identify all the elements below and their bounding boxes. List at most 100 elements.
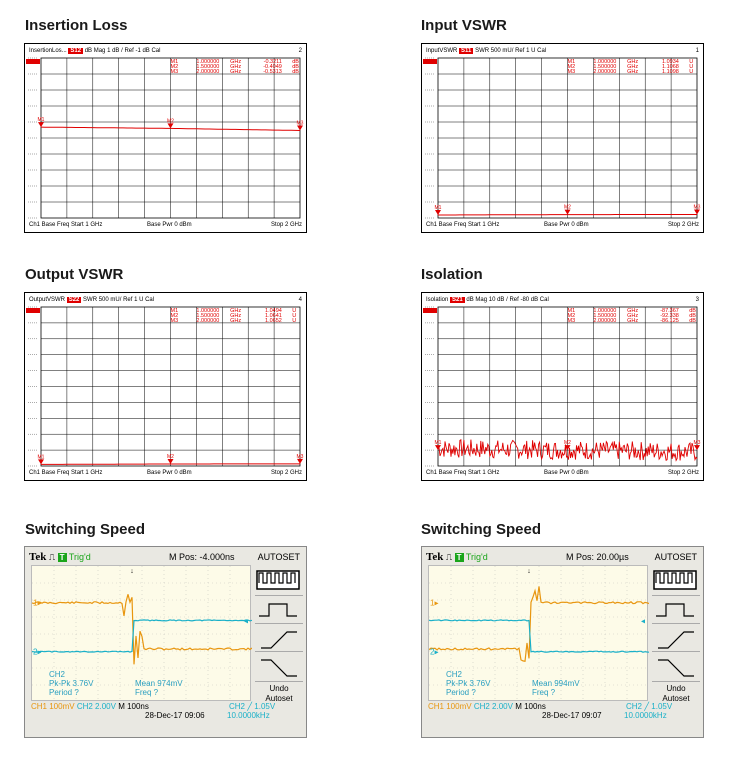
multi-cycle-button[interactable] [255, 567, 303, 595]
rising-edge-icon-path [261, 631, 297, 649]
marker-triangle [297, 125, 303, 131]
marker-triangle [38, 122, 44, 128]
ref-label: Ref 1 U [123, 297, 144, 303]
marker-freq: 1.500000 [593, 64, 616, 70]
marker-value-unit: U [292, 308, 296, 314]
ch1-marker: 1▸ [430, 599, 438, 608]
trigger-position-marker: ↓ [130, 568, 134, 575]
falling-edge-button[interactable] [652, 651, 700, 679]
marker-tag: M3 [297, 454, 304, 460]
marker-id: M3 [568, 318, 576, 324]
trigger-status: Trig'd [465, 552, 488, 562]
format-label: SWR [83, 297, 98, 303]
multi-cycle-icon-path [655, 572, 693, 584]
trigger-level: CH2 ╱ 1.05V [229, 702, 276, 711]
bottom-status-line-1: CH1 100mV CH2 2.00V M 100ns CH2 ╱ 1.05V [31, 702, 275, 711]
measurement-left: CH2 Pk-Pk 3.76V Period ? [446, 670, 490, 697]
undo-autoset-button[interactable]: Undo Autoset [255, 681, 303, 709]
measurement-right: Mean 994mV Freq ? [532, 679, 580, 697]
marker-triangle [167, 458, 174, 464]
marker-triangle [38, 459, 44, 465]
scale-label: 10 dB / [488, 297, 508, 303]
trigger-level-marker: ◂ [244, 616, 248, 625]
single-cycle-button[interactable] [652, 595, 700, 623]
undo-autoset-label: Undo Autoset [652, 684, 700, 704]
isolation-plot: Isolation S21 dB Mag 10 dB / Ref -80 dB … [421, 292, 704, 481]
falling-edge-button[interactable] [255, 651, 303, 679]
marker-freq-unit: GHz [230, 308, 241, 314]
scope-brand: Tek [426, 551, 444, 563]
trace-line [437, 439, 698, 462]
ref-label: Ref -80 dB [509, 297, 539, 303]
ch1-scale: CH1 100mV [31, 702, 75, 711]
trigger-frequency: 10.0000kHz [624, 711, 667, 720]
single-cycle-button[interactable] [255, 595, 303, 623]
measurement-period: Period ? [446, 688, 476, 697]
single-cycle-icon [656, 603, 694, 617]
marker-value: 1.0494 [265, 308, 282, 314]
marker-value: 1.0641 [265, 313, 282, 319]
marker-freq: 2.000000 [593, 69, 616, 75]
marker-freq-unit: GHz [230, 69, 241, 75]
trace-line [41, 463, 300, 465]
ref-level-indicator [26, 59, 40, 64]
output-vswr-plot: OutputVSWR S22 SWR 500 mU/ Ref 1 U Cal 4 M… [24, 292, 307, 481]
marker-triangle [435, 445, 441, 451]
marker-tag: M3 [694, 204, 701, 210]
ref-level-indicator [423, 59, 437, 64]
marker-value: 1.1098 [662, 69, 679, 75]
scale-label: 500 mU/ [98, 297, 122, 303]
bottom-status-line-1: CH1 100mV CH2 2.00V M 100ns CH2 ╱ 1.05V [428, 702, 672, 711]
date-time: 28-Dec-17 09:06 [145, 711, 205, 720]
footer-power: Base Pwr 0 dBm [544, 470, 589, 476]
undo-label: Undo [269, 684, 289, 693]
marker-value-unit: dB [689, 313, 696, 319]
marker-id: M2 [568, 64, 576, 70]
heading-switching-speed-1: Switching Speed [25, 521, 146, 538]
measurement-right: Mean 974mV Freq ? [135, 679, 183, 697]
marker-value-unit: dB [292, 69, 299, 75]
trace-name: Isolation [426, 297, 449, 303]
marker-value: 1.0652 [265, 318, 282, 324]
marker-id: M1 [568, 308, 576, 314]
marker-freq-unit: GHz [230, 318, 241, 324]
marker-triangle [564, 209, 571, 215]
heading-isolation: Isolation [421, 266, 483, 283]
marker-tag: M1 [435, 440, 442, 446]
measurement-pkpk: Pk-Pk 3.76V [446, 679, 491, 688]
trace-footer: Ch1 Base Freq Start 1 GHz Base Pwr 0 dBm S… [29, 469, 302, 478]
ch2-marker: 2▸ [33, 648, 41, 657]
marker-triangle [297, 458, 303, 464]
single-cycle-icon-path [259, 603, 297, 617]
marker-id: M1 [171, 59, 179, 65]
marker-tag: M1 [435, 205, 442, 211]
ch1-marker: 1▸ [33, 599, 41, 608]
measurement-pkpk: Pk-Pk 3.76V [49, 679, 94, 688]
scope-screen: 1▸ 2▸ ◂ ↓ [428, 565, 649, 702]
multi-cycle-button[interactable] [652, 567, 700, 595]
trace-footer: Ch1 Base Freq Start 1 GHz Base Pwr 0 dBm S… [426, 221, 699, 230]
sparam-tag: S21 [450, 297, 465, 303]
rising-edge-button[interactable] [652, 623, 700, 651]
trace-line [438, 214, 697, 216]
plot-area: M1 1.000000 GHz -0.3211 dB M2 1.500000 GHz -0.40… [26, 57, 304, 219]
marker-triangle [694, 209, 700, 215]
marker-freq: 1.000000 [196, 59, 219, 65]
undo-autoset-button[interactable]: Undo Autoset [652, 681, 700, 709]
multi-cycle-icon [653, 570, 697, 590]
measurement-period: Period ? [49, 688, 79, 697]
marker-id: M2 [568, 313, 576, 319]
marker-freq: 1.000000 [593, 308, 616, 314]
marker-tag: M2 [167, 118, 174, 124]
measurement-mean: Mean 974mV [135, 679, 183, 688]
marker-freq-unit: GHz [627, 313, 638, 319]
ch1-waveform [429, 586, 649, 663]
ref-label: Ref 1 U [515, 48, 536, 54]
marker-id: M2 [171, 64, 179, 70]
rising-edge-button[interactable] [255, 623, 303, 651]
switching-speed-scope-2: Tek ⎍ T Trig'd M Pos: 20.00µs AUTOSET 1▸ 2▸ ◂… [421, 546, 704, 738]
scope-screen: 1▸ 2▸ ◂ ↓ [31, 565, 252, 702]
trigger-pulse-icon: ⎍ [443, 552, 455, 562]
trace-name: InputVSWR [426, 48, 458, 54]
falling-edge-icon-path [658, 659, 694, 677]
